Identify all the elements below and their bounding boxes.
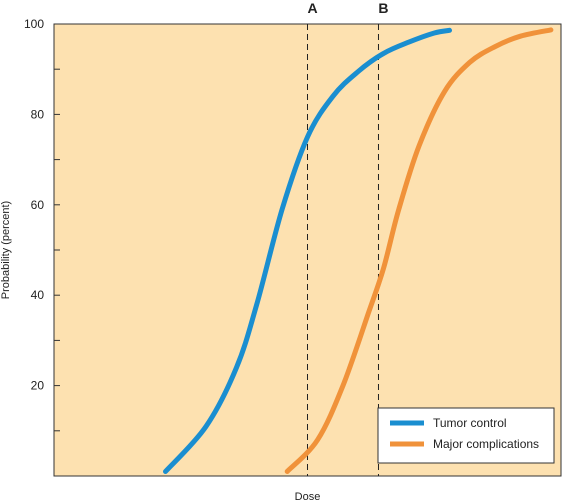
y-tick-label: 100	[24, 17, 44, 31]
reference-label-b: B	[378, 0, 388, 16]
y-axis-label: Probability (percent)	[0, 201, 12, 299]
series-line-major-complications	[284, 27, 554, 474]
x-axis-label: Dose	[295, 491, 321, 502]
y-tick-label: 80	[31, 107, 45, 121]
y-tick-label: 40	[31, 288, 45, 302]
legend-box	[377, 407, 555, 464]
y-tick-label: 60	[31, 198, 45, 212]
series-line-tumor-control	[163, 27, 452, 474]
reference-label-a: A	[307, 0, 317, 16]
legend: Tumor control Major complications	[377, 407, 555, 464]
series-lines	[163, 27, 554, 474]
y-tick-label: 20	[31, 379, 45, 393]
legend-label-tumor-control: Tumor control	[433, 416, 507, 430]
y-axis-ticks: 20 40 60 80 100	[24, 17, 60, 432]
legend-label-major-complications: Major complications	[433, 437, 539, 451]
